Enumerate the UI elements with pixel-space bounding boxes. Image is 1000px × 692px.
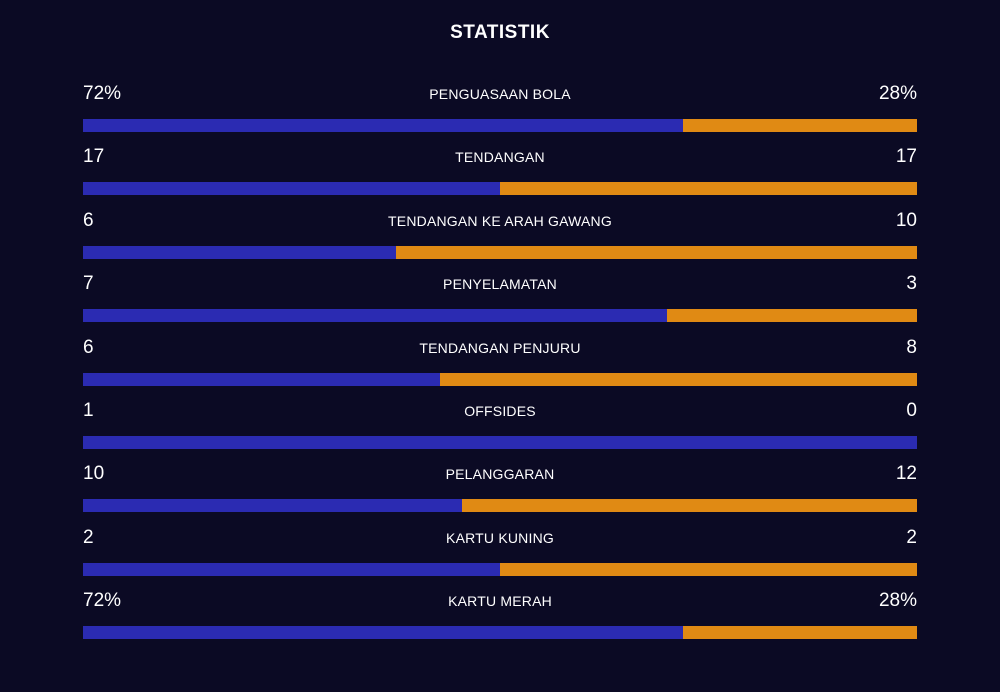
comparison-bar: [83, 499, 917, 513]
stat-row-header: 10 PELANGGARAN 12: [83, 461, 917, 489]
stat-label: KARTU MERAH: [448, 593, 552, 610]
home-value: 6: [83, 336, 94, 358]
away-bar-segment: [683, 626, 917, 640]
away-bar-segment: [440, 372, 917, 386]
away-value: 8: [906, 336, 917, 358]
home-bar-segment: [83, 435, 917, 449]
stat-row-yellow-cards: 2 KARTU KUNING 2: [83, 525, 917, 588]
away-bar-segment: [500, 562, 917, 576]
away-value: 2: [906, 526, 917, 548]
home-value: 72%: [83, 590, 122, 612]
comparison-bar: [83, 119, 917, 132]
stat-row-header: 17 TENDANGAN 17: [83, 144, 917, 172]
away-bar-segment: [500, 182, 917, 196]
stat-row-header: 2 KARTU KUNING 2: [83, 525, 917, 553]
away-bar-segment: [683, 119, 917, 132]
stat-row-possession: 72% PENGUASAAN BOLA 28%: [83, 81, 917, 144]
home-value: 72%: [83, 83, 122, 104]
stat-row-shots-on-target: 6 TENDANGAN KE ARAH GAWANG 10: [83, 208, 917, 271]
home-bar-segment: [83, 626, 684, 640]
stat-label: TENDANGAN: [455, 149, 545, 166]
comparison-bar: [83, 562, 917, 576]
home-value: 6: [83, 209, 94, 231]
stat-row-header: 1 OFFSIDES 0: [83, 398, 917, 426]
stat-label: PENGUASAAN BOLA: [429, 86, 571, 102]
stat-label: KARTU KUNING: [446, 529, 554, 546]
away-bar-segment: [462, 499, 917, 513]
comparison-bar: [83, 182, 917, 196]
stat-row-offsides: 1 OFFSIDES 0: [83, 398, 917, 461]
away-value: 12: [895, 463, 917, 485]
away-value: 28%: [878, 83, 917, 104]
comparison-bar: [83, 309, 917, 323]
stat-row-corners: 6 TENDANGAN PENJURU 8: [83, 335, 917, 398]
stat-row-header: 7 PENYELAMATAN 3: [83, 271, 917, 299]
home-bar-segment: [83, 245, 396, 259]
away-value: 3: [906, 273, 917, 295]
comparison-bar: [83, 372, 917, 386]
stat-row-red-cards: 72% KARTU MERAH 28%: [83, 588, 917, 651]
comparison-bar: [83, 435, 917, 449]
home-value: 1: [83, 399, 94, 421]
stats-list: 72% PENGUASAAN BOLA 28% 17 TENDANGAN 17 …: [83, 81, 917, 652]
home-value: 2: [83, 526, 94, 548]
away-value: 28%: [878, 590, 917, 612]
away-bar-segment: [395, 245, 917, 259]
home-value: 17: [83, 146, 105, 168]
home-bar-segment: [83, 309, 667, 323]
comparison-bar: [83, 245, 917, 259]
stat-label: OFFSIDES: [464, 402, 536, 419]
away-value: 17: [895, 146, 917, 168]
home-value: 7: [83, 273, 94, 295]
away-bar-segment: [666, 309, 917, 323]
stat-row-header: 72% KARTU MERAH 28%: [83, 588, 917, 616]
home-bar-segment: [83, 372, 441, 386]
stats-title: STATISTIK: [450, 22, 550, 43]
home-bar-segment: [83, 182, 500, 196]
comparison-bar: [83, 626, 917, 640]
stat-label: TENDANGAN PENJURU: [419, 339, 581, 356]
away-value: 0: [906, 399, 917, 421]
home-bar-segment: [83, 119, 684, 132]
away-value: 10: [895, 209, 917, 231]
stat-row-header: 72% PENGUASAAN BOLA 28%: [83, 81, 917, 109]
stat-row-header: 6 TENDANGAN KE ARAH GAWANG 10: [83, 208, 917, 236]
stat-row-shots: 17 TENDANGAN 17: [83, 144, 917, 207]
stat-label: PENYELAMATAN: [443, 276, 557, 293]
stat-row-fouls: 10 PELANGGARAN 12: [83, 461, 917, 524]
stat-row-saves: 7 PENYELAMATAN 3: [83, 271, 917, 334]
home-bar-segment: [83, 499, 463, 513]
stat-row-header: 6 TENDANGAN PENJURU 8: [83, 335, 917, 363]
home-value: 10: [83, 463, 105, 485]
stat-label: TENDANGAN KE ARAH GAWANG: [388, 212, 612, 229]
home-bar-segment: [83, 562, 500, 576]
stat-label: PELANGGARAN: [445, 466, 555, 483]
